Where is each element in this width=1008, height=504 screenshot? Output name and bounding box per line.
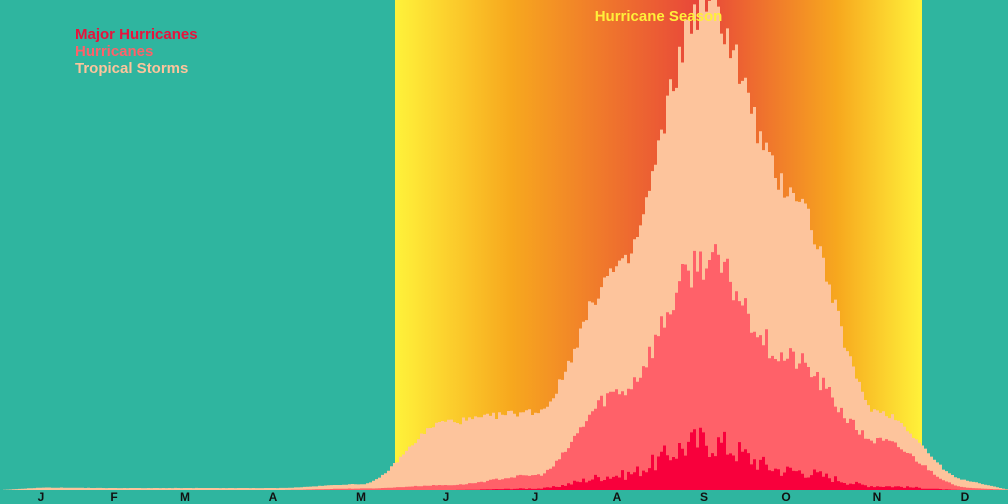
major-hurricanes-area	[0, 427, 1008, 490]
month-label-mar: M	[180, 490, 190, 504]
month-label-may: M	[356, 490, 366, 504]
month-label-dec: D	[960, 490, 970, 504]
month-label-aug: A	[612, 490, 622, 504]
month-label-sep: S	[699, 490, 709, 504]
month-label-jan: J	[37, 490, 45, 504]
month-label-feb: F	[110, 490, 118, 504]
legend-entry-hurricanes: Hurricanes	[75, 43, 154, 60]
legend: Major Hurricanes Hurricanes Tropical Sto…	[75, 26, 198, 77]
month-label-nov: N	[872, 490, 882, 504]
hurricanes-area	[0, 244, 1008, 490]
month-label-apr: A	[268, 490, 278, 504]
legend-entry-major-hurricanes: Major Hurricanes	[75, 26, 198, 43]
month-label-jul: J	[531, 490, 539, 504]
legend-entry-tropical-storms: Tropical Storms	[75, 60, 189, 77]
month-label-oct: O	[781, 490, 791, 504]
chart-title: Hurricane Season	[594, 8, 723, 25]
month-label-jun: J	[442, 490, 450, 504]
